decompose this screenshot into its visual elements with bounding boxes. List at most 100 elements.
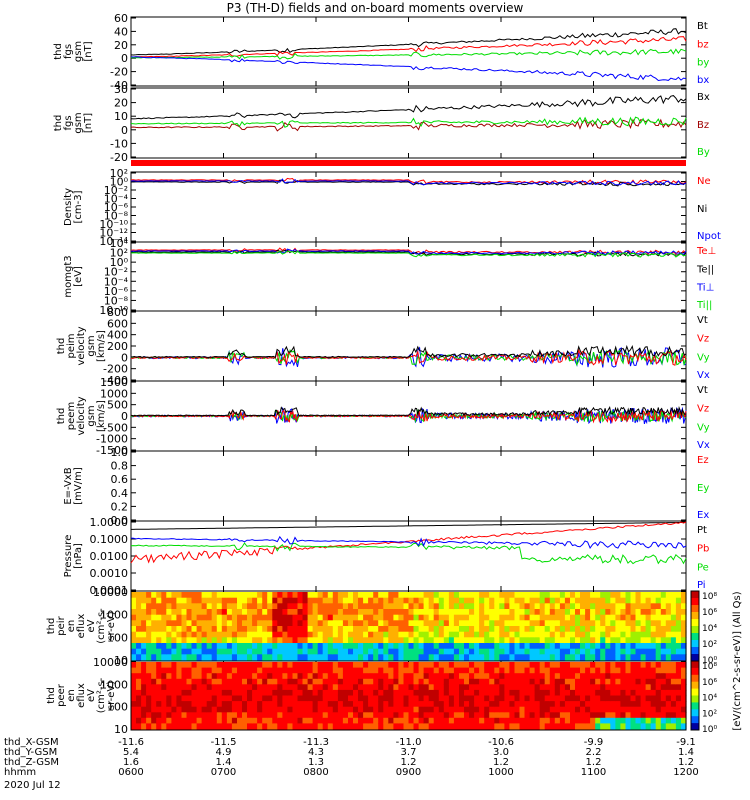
spectrogram-cell: [237, 643, 243, 650]
spectrogram-cell: [353, 689, 359, 697]
spectrogram-cell: [660, 695, 667, 702]
spectrogram-cell: [504, 706, 510, 713]
spectrogram-cell: [600, 592, 606, 599]
spectrogram-cell: [650, 603, 657, 610]
spectrogram-cell: [423, 712, 430, 719]
spectrogram-cell: [353, 717, 359, 724]
spectrogram-cell: [242, 614, 248, 621]
spectrogram-cell: [554, 706, 561, 713]
spectrogram-cell: [580, 631, 586, 638]
spectrogram-cell: [237, 684, 243, 691]
spectrogram-cell: [337, 689, 344, 697]
spectrogram-cell: [650, 648, 657, 655]
colorbar-swatch: [691, 681, 699, 690]
spectrogram-cell: [610, 667, 616, 674]
spectrogram-cell: [428, 673, 435, 680]
spectrogram-cell: [418, 603, 425, 610]
spectrogram-cell: [378, 626, 384, 633]
spectrogram-cell: [131, 597, 137, 604]
spectrogram-cell: [176, 614, 182, 621]
spectrogram-cell: [605, 678, 611, 685]
legend-vy: Vy: [697, 352, 710, 363]
spectrogram-cell: [448, 684, 455, 691]
spectrogram-cell: [625, 637, 632, 644]
spectrogram-cell: [342, 684, 349, 691]
spectrogram-cell: [600, 684, 606, 691]
spectrogram-cell: [337, 609, 344, 616]
spectrogram-cell: [317, 603, 324, 610]
spectrogram-cell: [393, 609, 399, 616]
spectrogram-cell: [665, 717, 672, 724]
spectrogram-cell: [630, 662, 637, 669]
spectrogram-cell: [453, 678, 460, 685]
spectrogram-cell: [539, 689, 546, 697]
spectrogram-cell: [438, 654, 445, 661]
spectrogram-cell: [358, 648, 364, 655]
spectrogram-cell: [509, 626, 515, 633]
spectrogram-cell: [585, 667, 591, 674]
spectrogram-cell: [151, 637, 157, 644]
spectrogram-cell: [494, 654, 500, 661]
spectrogram-cell: [474, 648, 480, 655]
spectrogram-cell: [403, 723, 410, 730]
spectrogram-cell: [610, 648, 616, 655]
spectrogram-cell: [181, 620, 188, 627]
spectrogram-cell: [287, 614, 293, 621]
spectrogram-cell: [605, 626, 611, 633]
spectrogram-cell: [428, 603, 435, 610]
spectrogram-cell: [237, 614, 243, 621]
spectrogram-cell: [292, 678, 299, 685]
spectrogram-cell: [171, 706, 177, 713]
spectrogram-cell: [544, 631, 551, 638]
spectrogram-cell: [428, 706, 435, 713]
spectrogram-cell: [570, 609, 576, 616]
colorbar-frame: [690, 660, 700, 731]
spectrogram-cell: [277, 609, 283, 616]
spectrogram-cell: [378, 648, 384, 655]
spectrogram-cell: [237, 723, 243, 730]
spectrogram-cell: [408, 689, 415, 697]
spectrogram-cell: [433, 712, 440, 719]
spectrogram-cell: [403, 701, 410, 708]
spectrogram-cell: [327, 614, 334, 621]
spectrogram-cell: [433, 637, 440, 644]
spectrogram-cell: [191, 592, 198, 599]
spectrogram-cell: [388, 662, 394, 669]
spectrogram-cell: [489, 678, 495, 685]
spectrogram-cell: [297, 673, 304, 680]
spectrogram-cell: [312, 706, 319, 713]
spectrogram-cell: [156, 689, 162, 697]
spectrogram-cell: [428, 626, 435, 633]
spectrogram-cell: [469, 723, 475, 730]
spectrogram-cell: [237, 689, 243, 697]
spectrogram-cell: [610, 626, 616, 633]
spectrogram-cell: [554, 717, 561, 724]
spectrogram-cell: [681, 717, 687, 724]
spectrogram-cell: [186, 631, 193, 638]
spectrogram-cell: [221, 667, 228, 674]
spectrogram-cell: [494, 678, 500, 685]
spectrogram-cell: [448, 620, 455, 627]
colorbar-swatch: [691, 633, 699, 641]
spectrogram-cell: [191, 717, 198, 724]
spectrogram-cell: [494, 695, 500, 702]
spectrogram-cell: [610, 689, 616, 697]
spectrogram-cell: [595, 597, 601, 604]
spectrogram-cell: [524, 717, 531, 724]
y-tick-label: 1.0000: [90, 516, 129, 529]
y-axis-label: sr-eV): [106, 611, 117, 640]
spectrogram-cell: [171, 626, 177, 633]
spectrogram-cell: [282, 717, 288, 724]
spectrogram-cell: [358, 678, 364, 685]
spectrogram-cell: [499, 637, 505, 644]
spectrogram-cell: [443, 701, 450, 708]
spectrogram-cell: [201, 701, 208, 708]
spectrogram-cell: [206, 673, 213, 680]
spectrogram-cell: [186, 717, 193, 724]
spectrogram-cell: [509, 673, 515, 680]
spectrogram-cell: [544, 712, 551, 719]
y-tick-label: 1000: [100, 387, 128, 400]
spectrogram-cell: [242, 648, 248, 655]
spectrogram-cell: [443, 662, 450, 669]
spectrogram-cell: [433, 689, 440, 697]
